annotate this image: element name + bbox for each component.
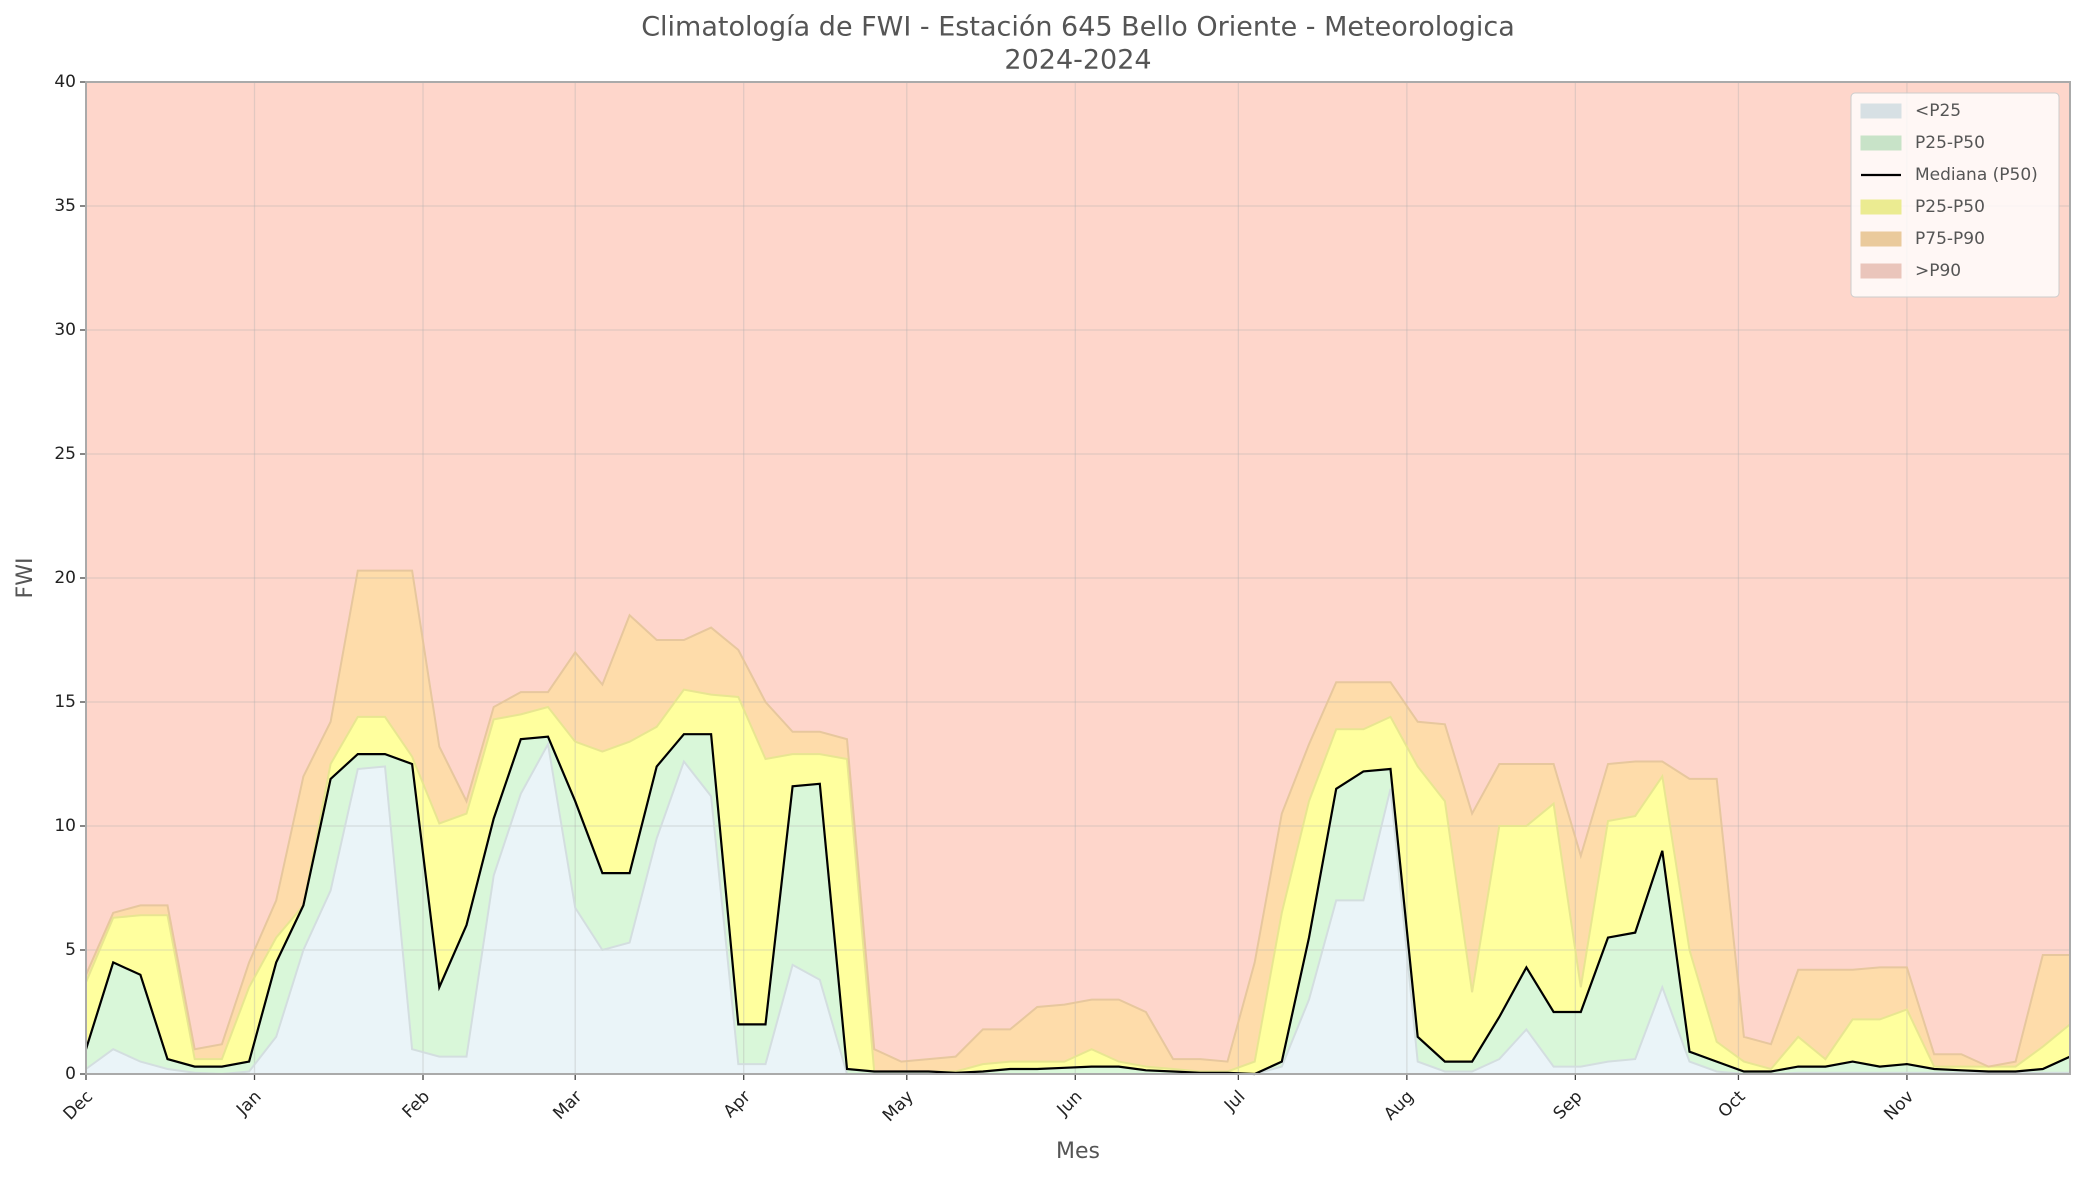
y-tick-label: 10	[54, 816, 76, 836]
legend-swatch	[1860, 231, 1902, 247]
legend-swatch	[1860, 199, 1902, 215]
legend-swatch	[1860, 135, 1902, 151]
legend-swatch	[1860, 103, 1902, 119]
x-tick-label: Jul	[1220, 1087, 1249, 1116]
x-tick-label: Aug	[1380, 1087, 1418, 1125]
legend-label: P25-P50	[1915, 133, 1985, 153]
band-edge	[85, 688, 2071, 1073]
y-tick-label: 30	[54, 320, 76, 340]
chart-subtitle: 2024-2024	[1004, 45, 1151, 76]
y-axis-label: FWI	[13, 558, 38, 599]
y-tick-label: 35	[54, 196, 76, 216]
y-tick-label: 25	[54, 444, 76, 464]
legend-label: <P25	[1915, 101, 1961, 121]
x-tick-label: Jun	[1053, 1087, 1087, 1121]
x-tick-label: Oct	[1715, 1087, 1750, 1122]
x-tick-label: Jan	[232, 1087, 265, 1120]
band-edge	[85, 569, 2070, 1068]
y-tick-label: 40	[54, 72, 76, 92]
y-tick-label: 20	[54, 568, 76, 588]
legend: <P25 P25-P50 Mediana (P50) P25-P50 P75-P90 >P…	[1850, 92, 2060, 298]
legend-box	[1850, 92, 2060, 298]
x-tick-label: May	[879, 1087, 918, 1126]
y-tick-label: 15	[54, 692, 76, 712]
legend-label: Mediana (P50)	[1915, 165, 2038, 185]
legend-label: P25-P50	[1915, 197, 1985, 217]
chart-title: Climatología de FWI - Estación 645 Bello…	[641, 12, 1515, 43]
legend-label: >P90	[1915, 261, 1961, 281]
y-tick-label: 0	[65, 1064, 76, 1084]
median-line	[84, 733, 2071, 1076]
x-axis-label: Mes	[1056, 1139, 1100, 1164]
legend-label: P75-P90	[1915, 229, 1985, 249]
y-tick-label: 5	[65, 940, 76, 960]
x-tick-label: Dec	[60, 1087, 97, 1124]
x-tick-label: Feb	[399, 1087, 434, 1122]
x-tick-label: Nov	[1880, 1087, 1918, 1125]
plot-frame	[85, 81, 2071, 1075]
x-tick-label: Apr	[720, 1087, 755, 1122]
x-tick-label: Mar	[549, 1087, 586, 1124]
x-tick-label: Sep	[1550, 1087, 1587, 1124]
legend-swatch	[1860, 263, 1902, 279]
